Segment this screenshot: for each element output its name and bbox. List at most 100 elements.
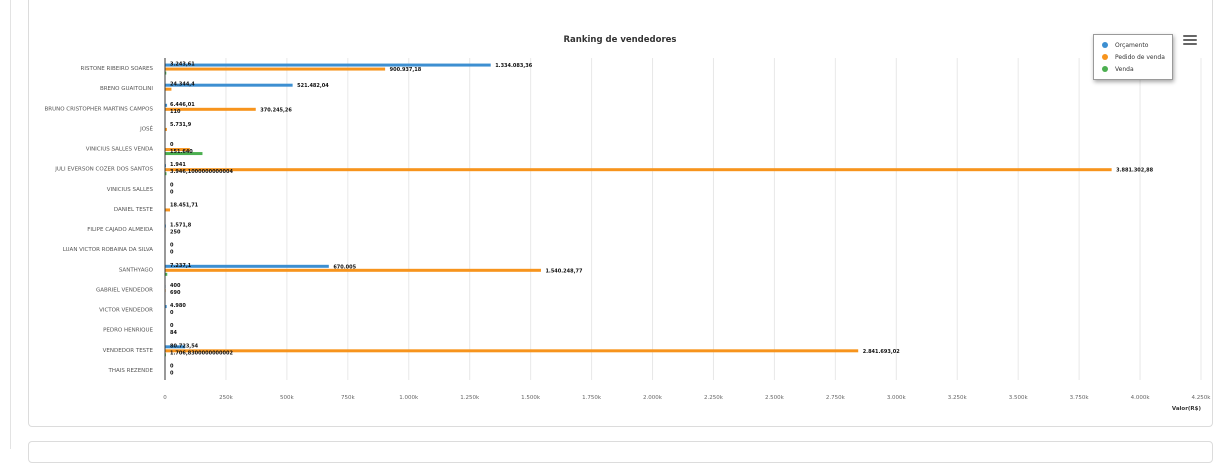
x-tick-label: 0: [163, 395, 167, 401]
data-label: 1.941: [170, 162, 186, 168]
category-label: SANTHYAGO: [119, 267, 154, 273]
category-label: FILIPE CAJADO ALMEIDA: [87, 227, 153, 233]
data-label: 84: [170, 330, 177, 336]
data-label: 690: [170, 290, 181, 296]
bar: [166, 64, 491, 67]
bar: [166, 273, 168, 276]
x-tick-label: 3.500k: [1009, 395, 1029, 401]
bar: [166, 72, 167, 75]
bar: [166, 208, 170, 211]
data-label: 6.446,01: [170, 102, 195, 108]
data-labels: 1.334.083,36 900.937,18 3.243,61 521.482,04…: [170, 62, 1154, 377]
data-label: 1.706,8300000000002: [170, 350, 233, 356]
category-label: BRUNO CRISTOPHER MARTINS CAMPOS: [44, 106, 153, 112]
data-label: 400: [170, 283, 181, 289]
chart-title: Ranking de vendedores: [564, 35, 677, 45]
x-tick-label: 2.750k: [826, 395, 846, 401]
x-tick-label: 500k: [280, 395, 294, 401]
category-label: PEDRO HENRIQUE: [103, 328, 153, 334]
data-label: 0: [170, 250, 174, 256]
data-label: 110: [170, 109, 181, 115]
category-label: VINICIUS SALLES: [107, 187, 154, 193]
bar: [166, 305, 167, 308]
x-axis-label: Valor(R$): [1172, 406, 1202, 412]
legend-marker-icon: [1102, 54, 1108, 60]
x-tick-label: 4.000k: [1131, 395, 1151, 401]
bar: [166, 128, 167, 131]
data-label: 151.640: [170, 149, 193, 155]
data-label: 0: [170, 310, 174, 316]
legend-label: Orçamento: [1115, 42, 1148, 49]
x-tick-label: 1.250k: [460, 395, 480, 401]
x-tick-label: 3.000k: [887, 395, 907, 401]
data-label: 2.841.693,02: [863, 349, 901, 355]
data-label: 3.881.302,88: [1116, 168, 1154, 174]
legend-item[interactable]: Orçamento: [1094, 39, 1172, 51]
data-label: 5.731,9: [170, 122, 192, 128]
data-label: 4.980: [170, 303, 186, 309]
data-label: 0: [170, 142, 174, 148]
category-label: BRENO GUAITOLINI: [100, 86, 153, 92]
x-tick-label: 1.000k: [399, 395, 419, 401]
x-tick-label: 2.500k: [765, 395, 785, 401]
legend-label: Pedido de venda: [1115, 54, 1165, 61]
x-axis-ticks: 0 250k 500k 750k 1.000k 1.250k 1.500k 1.750k 2.0…: [163, 395, 1211, 401]
bar: [166, 172, 167, 175]
legend-marker-icon: [1102, 42, 1108, 48]
data-label: 370.245,26: [260, 107, 292, 113]
x-tick-label: 3.750k: [1070, 395, 1090, 401]
category-label: RISTONE RIBEIRO SOARES: [81, 66, 154, 72]
x-tick-label: 3.250k: [948, 395, 968, 401]
category-label: VENDEDOR TESTE: [103, 348, 154, 354]
category-label: LUAN VICTOR ROBAINA DA SILVA: [63, 247, 153, 253]
x-tick-label: 750k: [341, 395, 355, 401]
data-label: 250: [170, 230, 181, 236]
category-label: THAIS REZENDE: [108, 368, 154, 374]
data-label: 24.344,4: [170, 82, 195, 88]
hamburger-menu-icon[interactable]: [1183, 35, 1197, 47]
category-label: DANIEL TESTE: [114, 207, 154, 213]
bars: [166, 64, 1112, 357]
category-label: VINICIUS SALLES VENDA: [86, 147, 154, 153]
x-tick-label: 250k: [219, 395, 233, 401]
bar: [166, 104, 168, 107]
data-label: 0: [170, 189, 174, 195]
data-label: 7.237,1: [170, 263, 192, 269]
data-label: 3.243,61: [170, 62, 195, 68]
legend-item[interactable]: Pedido de venda: [1094, 51, 1172, 63]
legend-label: Venda: [1115, 66, 1134, 73]
x-tick-label: 4.250k: [1192, 395, 1212, 401]
bar-chart: Ranking de vendedores 0 250k 500k 750k 1.000…: [0, 0, 1220, 449]
data-label: 0: [170, 182, 174, 188]
legend-marker-icon: [1102, 66, 1108, 72]
grid-lines: [165, 58, 1201, 380]
category-label: JULI EVERSON COZER DOS SANTOS: [54, 167, 153, 173]
data-label: 1.334.083,36: [495, 63, 533, 69]
data-label: 0: [170, 370, 174, 376]
data-label: 0: [170, 323, 174, 329]
legend-item[interactable]: Venda: [1094, 63, 1172, 75]
category-label: VICTOR VENDEDOR: [99, 308, 153, 314]
data-label: 0: [170, 243, 174, 249]
data-label: 1.540.248,77: [545, 268, 583, 274]
category-labels: RISTONE RIBEIRO SOARES BRENO GUAITOLINI BR…: [44, 66, 153, 374]
data-label: 3.946,1000000000004: [170, 169, 233, 175]
data-label: 900.937,18: [390, 67, 422, 73]
bar: [166, 88, 172, 91]
category-label: JOSÉ: [139, 124, 153, 132]
x-tick-label: 1.750k: [582, 395, 602, 401]
data-label: 80.723,54: [170, 343, 199, 349]
data-label: 1.571,8: [170, 223, 192, 229]
x-tick-label: 1.500k: [521, 395, 541, 401]
category-label: GABRIEL VENDEDOR: [96, 287, 153, 293]
bar: [166, 349, 859, 352]
chart-legend: Orçamento Pedido de venda Venda: [1093, 34, 1173, 80]
x-tick-label: 2.000k: [643, 395, 663, 401]
bar: [166, 68, 386, 71]
data-label: 521.482,04: [297, 83, 329, 89]
bar: [166, 168, 1112, 171]
data-label: 670.005: [333, 264, 356, 270]
x-tick-label: 2.250k: [704, 395, 724, 401]
data-label: 18.451,71: [170, 202, 199, 208]
data-label: 0: [170, 363, 174, 369]
